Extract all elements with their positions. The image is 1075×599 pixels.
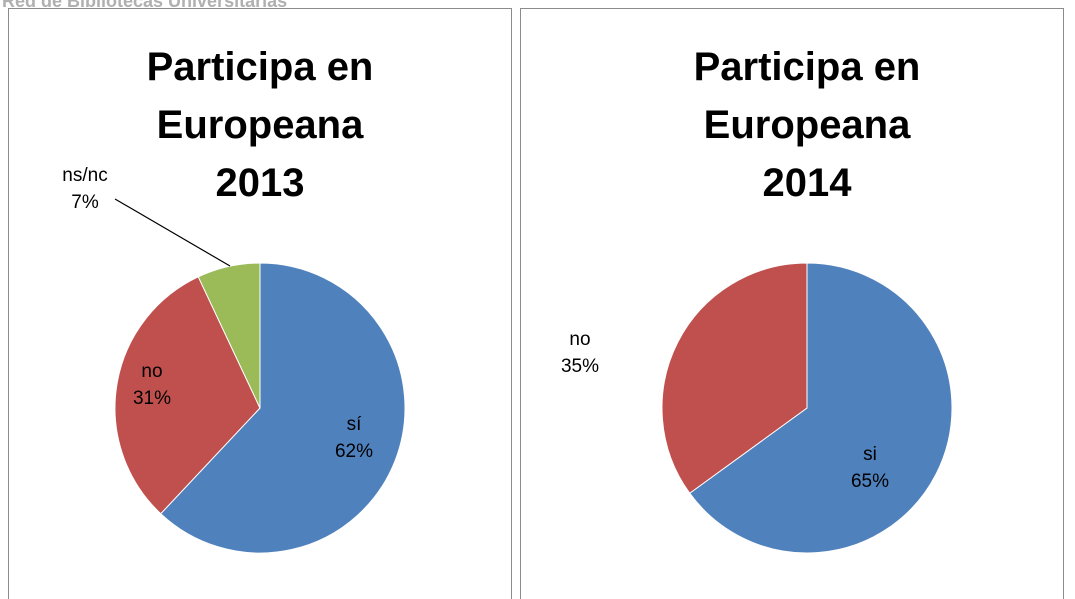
slice-value-label: 35% bbox=[561, 356, 599, 377]
slice-category-label: si bbox=[863, 444, 877, 465]
pie-slice bbox=[197, 262, 261, 409]
pie-slice bbox=[661, 262, 808, 494]
slice-value-label: 31% bbox=[133, 388, 171, 409]
slice-value-label: 65% bbox=[851, 471, 889, 492]
chart-title: Participa en Europeana 2013 bbox=[146, 45, 374, 205]
chart-title: Participa en Europeana 2014 bbox=[693, 45, 921, 205]
slice-category-label: no bbox=[141, 361, 162, 382]
header-text: Red de Bibliotecas Universitarias bbox=[2, 0, 288, 11]
slice-category-label: no bbox=[569, 329, 590, 350]
pie-slice bbox=[114, 276, 261, 515]
slice-category-label: ns/nc bbox=[62, 165, 107, 186]
pie-slice bbox=[160, 262, 406, 554]
pie-slice bbox=[688, 262, 953, 554]
slice-value-label: 62% bbox=[335, 441, 373, 462]
leader-line bbox=[114, 198, 231, 267]
slice-category-label: sí bbox=[347, 414, 363, 435]
slice-value-label: 7% bbox=[71, 192, 99, 213]
